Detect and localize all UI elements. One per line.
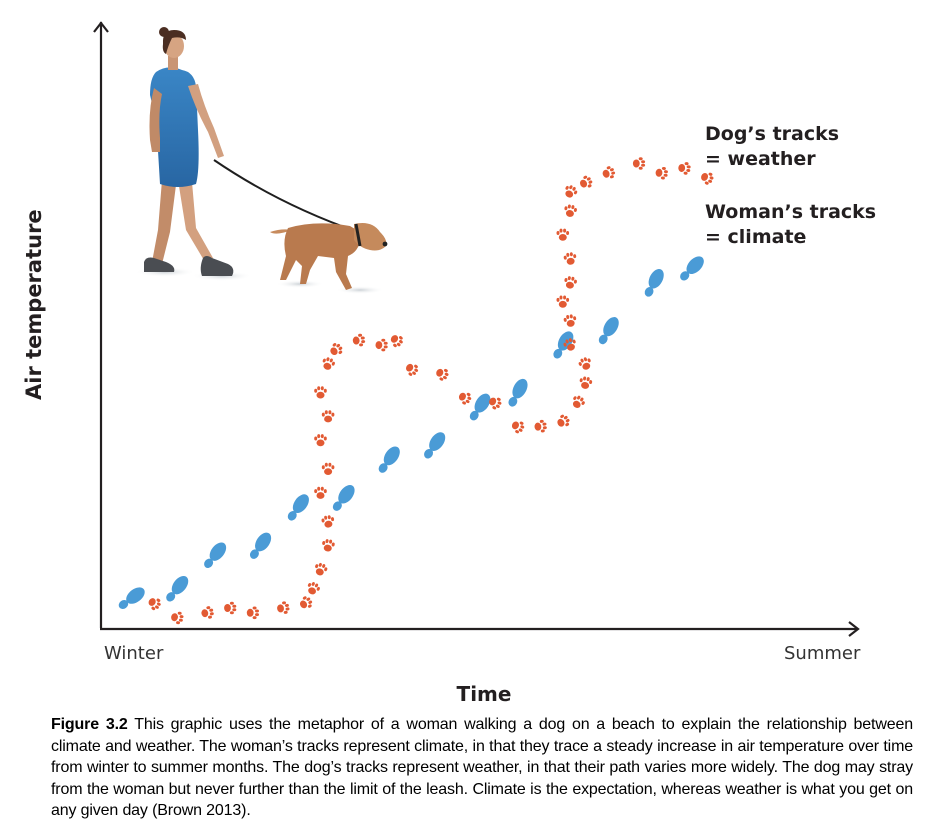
paw-print-icon <box>246 606 259 620</box>
paw-print-icon <box>314 486 327 499</box>
paw-print-icon <box>577 173 595 191</box>
paw-print-icon <box>563 251 578 266</box>
shoe-print-icon <box>326 480 362 514</box>
shoe-print-icon <box>242 527 280 563</box>
paw-print-icon <box>375 338 388 352</box>
paw-print-icon <box>569 393 587 411</box>
woman-tracks-series <box>116 252 709 613</box>
paw-print-icon <box>200 605 215 620</box>
dog-tracks-series <box>145 157 716 625</box>
paw-print-icon <box>320 514 336 529</box>
paw-print-icon <box>562 183 579 201</box>
y-axis-arrow-icon <box>93 21 109 33</box>
back-shoe <box>144 257 175 272</box>
paw-print-icon <box>314 386 327 399</box>
leash <box>213 159 359 233</box>
shoe-print-icon <box>635 263 674 301</box>
x-axis <box>100 621 860 637</box>
paw-print-icon <box>509 418 527 436</box>
shoe-print-icon <box>676 252 709 283</box>
legend-woman-title: Woman’s tracks <box>705 201 877 223</box>
legend-dog-tracks: Dog’s tracks = weather <box>705 122 839 172</box>
shoe-print-icon <box>197 537 234 571</box>
paw-print-icon <box>554 412 572 430</box>
shoe-print-icon <box>498 373 538 411</box>
paw-print-icon <box>654 166 669 180</box>
paw-print-icon <box>563 203 578 218</box>
legend-dog-meaning: = weather <box>705 148 816 170</box>
paw-print-icon <box>304 580 322 597</box>
paw-print-icon <box>556 295 570 308</box>
paw-print-icon <box>533 419 548 434</box>
paw-print-icon <box>327 340 345 359</box>
paw-print-icon <box>224 601 237 615</box>
x-axis-start-label: Winter <box>104 643 164 664</box>
paw-print-icon <box>320 355 337 372</box>
paw-print-icon <box>321 538 336 553</box>
legend-woman-tracks: Woman’s tracks = climate <box>705 200 876 250</box>
y-axis-label: Air temperature <box>22 209 46 400</box>
caption-figure-label: Figure 3.2 <box>51 716 128 733</box>
x-axis-end-label: Summer <box>784 643 861 664</box>
paw-print-icon <box>321 462 335 475</box>
paw-print-icon <box>403 360 421 378</box>
paw-print-icon <box>170 610 185 625</box>
paw-print-icon <box>352 333 366 348</box>
legend-woman-meaning: = climate <box>705 226 807 248</box>
paw-print-icon <box>677 161 692 176</box>
paw-print-icon <box>600 164 617 181</box>
paw-print-icon <box>321 410 335 423</box>
paw-print-icon <box>433 365 451 383</box>
paw-print-icon <box>312 561 329 578</box>
paw-print-icon <box>276 600 291 616</box>
front-shoe <box>200 256 234 276</box>
figure-caption: Figure 3.2 This graphic uses the metapho… <box>51 714 913 822</box>
legend-dog-title: Dog’s tracks <box>705 123 840 145</box>
paw-print-icon <box>577 355 594 372</box>
shoe-print-icon <box>371 441 408 476</box>
paw-print-icon <box>563 275 578 290</box>
caption-text: This graphic uses the metaphor of a woma… <box>51 716 913 819</box>
shoe-print-icon <box>590 311 628 348</box>
paw-print-icon <box>456 389 474 407</box>
shoe-print-icon <box>416 427 454 462</box>
paw-print-icon <box>145 594 163 613</box>
paw-print-icon <box>387 331 406 350</box>
shoe-print-icon <box>280 489 317 524</box>
x-axis-arrow-icon <box>848 621 860 637</box>
paw-print-icon <box>562 313 578 328</box>
paw-print-icon <box>578 375 593 390</box>
woman-walking-illustration <box>135 27 252 281</box>
shoe-print-icon <box>159 571 196 605</box>
shoe-print-icon <box>116 582 149 613</box>
paw-print-icon <box>297 594 315 612</box>
y-axis <box>93 21 109 628</box>
x-axis-label: Time <box>456 682 512 706</box>
climate-weather-diagram <box>93 21 860 637</box>
paw-print-icon <box>632 157 646 170</box>
paw-print-icon <box>698 169 716 187</box>
dog-on-leash-illustration <box>270 223 388 294</box>
paw-print-icon <box>314 434 327 447</box>
paw-print-icon <box>556 228 570 241</box>
